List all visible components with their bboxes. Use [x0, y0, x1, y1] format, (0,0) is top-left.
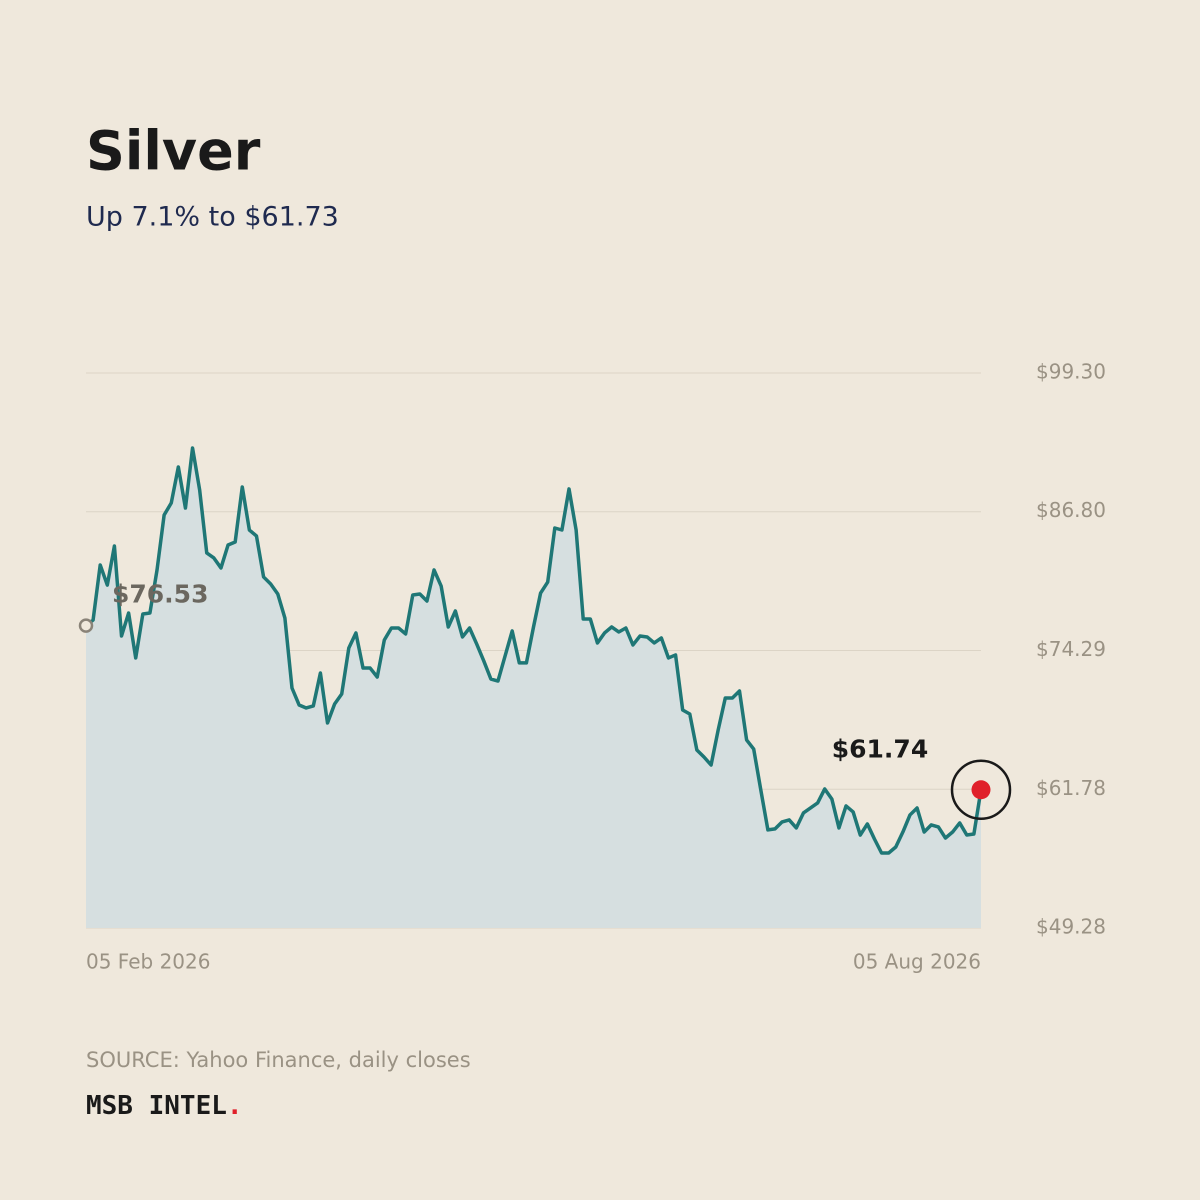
chart-subtitle: Up 7.1% to $61.73 [86, 202, 339, 233]
x-tick-label: 05 Aug 2026 [853, 950, 981, 974]
y-tick-label: $99.30 [1036, 360, 1106, 384]
y-tick-label: $61.78 [1036, 776, 1106, 800]
brand-mark: . [227, 1091, 243, 1121]
source: SOURCE: Yahoo Finance, daily closes [86, 1048, 471, 1072]
y-tick-label: $86.80 [1036, 498, 1106, 522]
start-label: $76.53 [112, 580, 208, 609]
start-marker [78, 618, 94, 633]
brand: MSB INTEL. [86, 1091, 243, 1121]
y-tick-label: $74.29 [1036, 637, 1106, 661]
end-marker [971, 780, 991, 800]
end-ring [950, 759, 1012, 820]
y-tick-label: $49.28 [1036, 915, 1106, 939]
end-label: $61.74 [832, 735, 928, 764]
line [84, 446, 983, 855]
area [86, 448, 981, 928]
chart-title: Silver [86, 120, 261, 183]
x-tick-label: 05 Feb 2026 [86, 950, 210, 974]
brand-name: MSB INTEL [86, 1091, 227, 1121]
